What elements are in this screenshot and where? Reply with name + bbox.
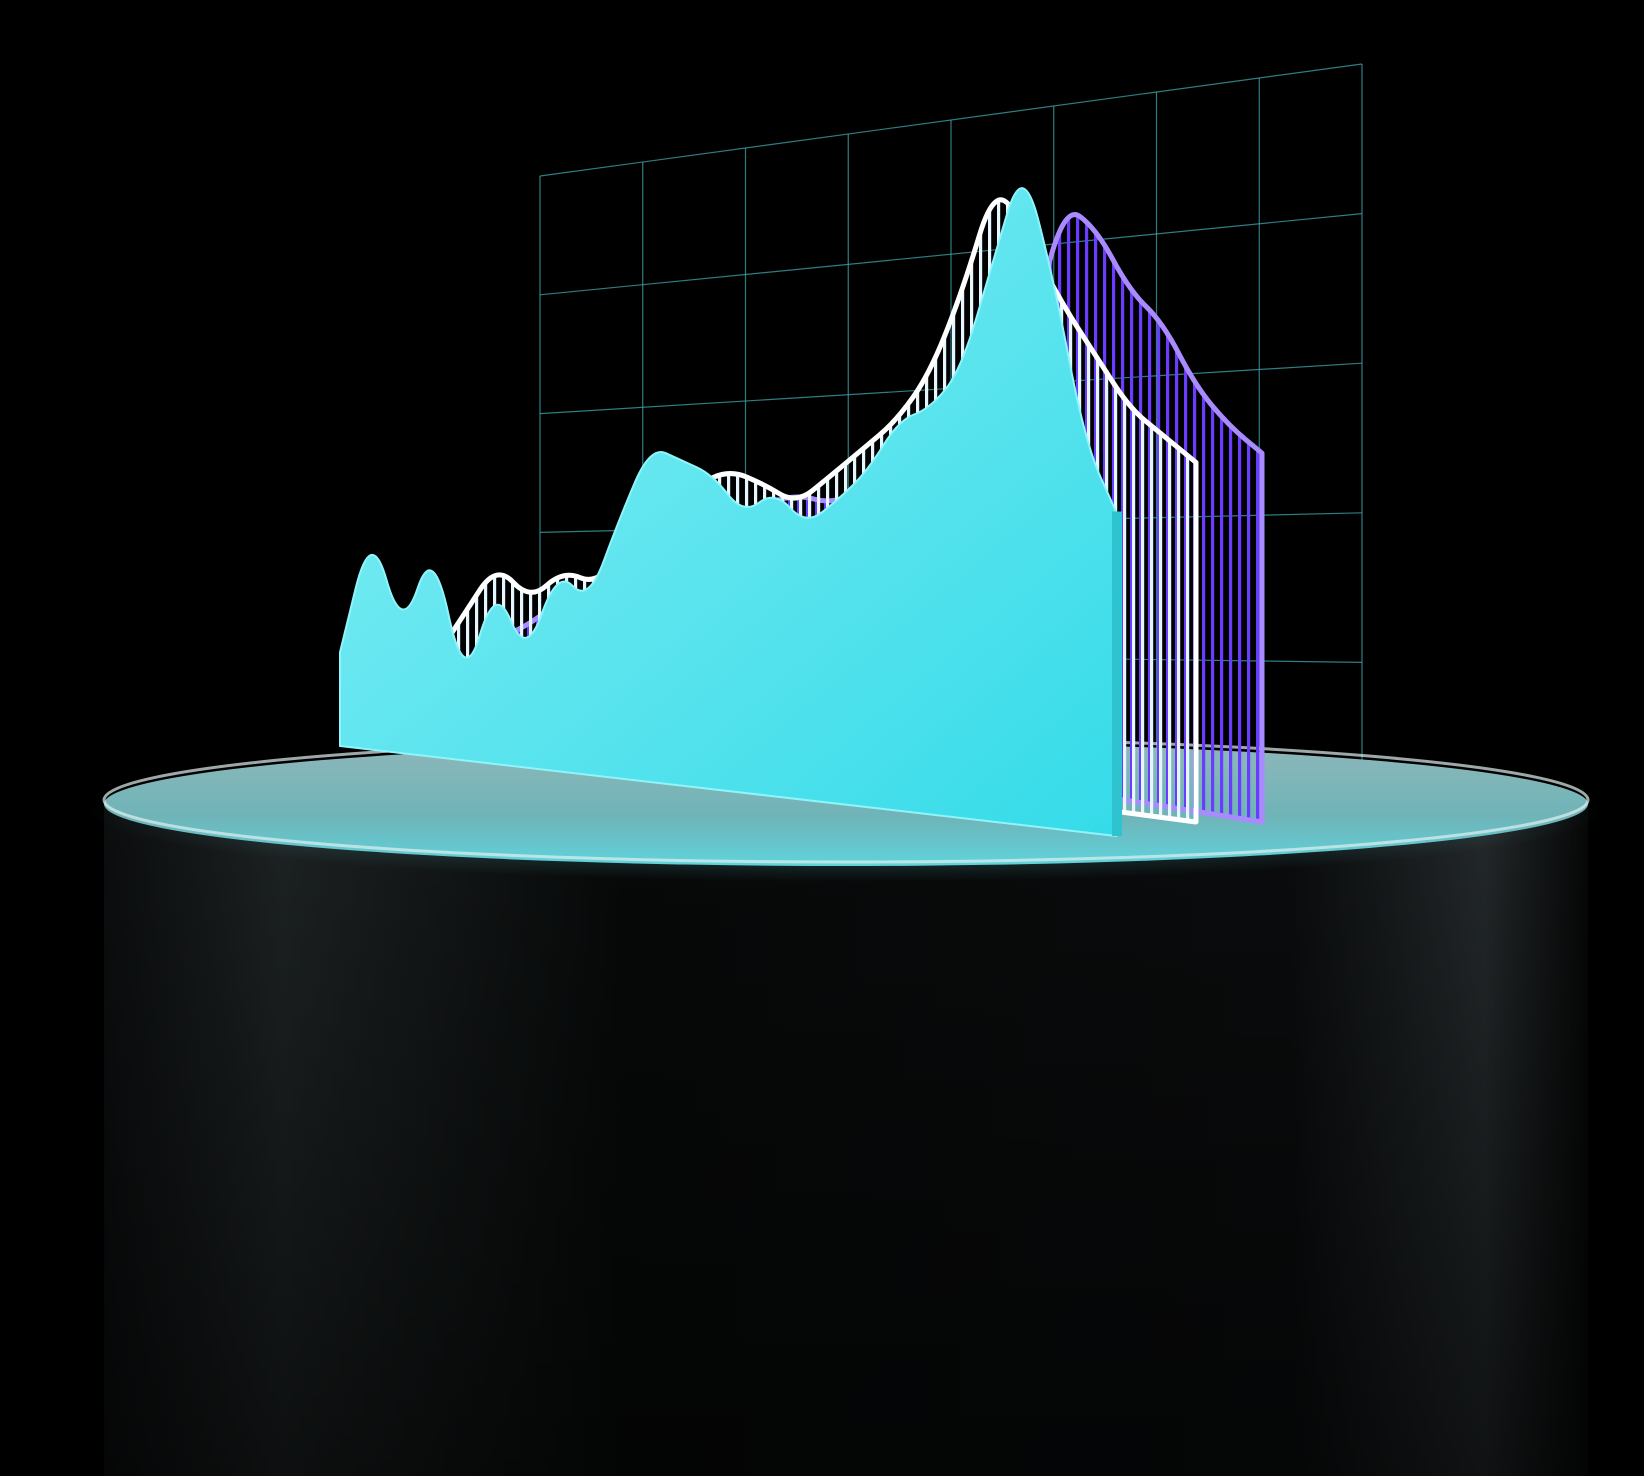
stripe-slat [1220, 214, 1224, 822]
stripe-slat [817, 199, 821, 823]
stripe-slat [1175, 214, 1179, 822]
stripe-slat [1130, 214, 1134, 822]
stripe-slat [1186, 199, 1190, 823]
chart-layer-front [339, 187, 1122, 838]
stripe-slat [1157, 214, 1161, 822]
stripe-slat [1121, 214, 1125, 822]
front-area-edge [1112, 511, 1122, 836]
stripe-slat [1247, 214, 1251, 822]
stripe-slat [1211, 214, 1215, 822]
stripe-slat [1141, 199, 1145, 823]
stripe-slat [1123, 199, 1127, 823]
stripe-slat [808, 199, 812, 823]
stripe-slat [1202, 214, 1206, 822]
stripe-slat [1229, 214, 1233, 822]
stripe-slat [1168, 199, 1172, 823]
stripe-slat [1159, 199, 1163, 823]
grid-line-horizontal [539, 213, 1363, 296]
stripe-slat [1238, 214, 1242, 822]
middle-outline [427, 197, 1199, 825]
stripe-slat [1148, 214, 1152, 822]
pedestal [86, 736, 1606, 1476]
stripe-slat [799, 199, 803, 823]
front-area-shape [339, 187, 1117, 838]
stripe-slat [1256, 214, 1260, 822]
stripe-slat [1166, 214, 1170, 822]
stripe-slat [1184, 214, 1188, 822]
stripe-slat [1150, 199, 1154, 823]
stripe-slat [1132, 199, 1136, 823]
stripe-slat [1139, 214, 1143, 822]
pedestal-shade [104, 800, 1588, 1476]
grid-line-horizontal [539, 63, 1363, 177]
stripe-slat [1177, 199, 1181, 823]
